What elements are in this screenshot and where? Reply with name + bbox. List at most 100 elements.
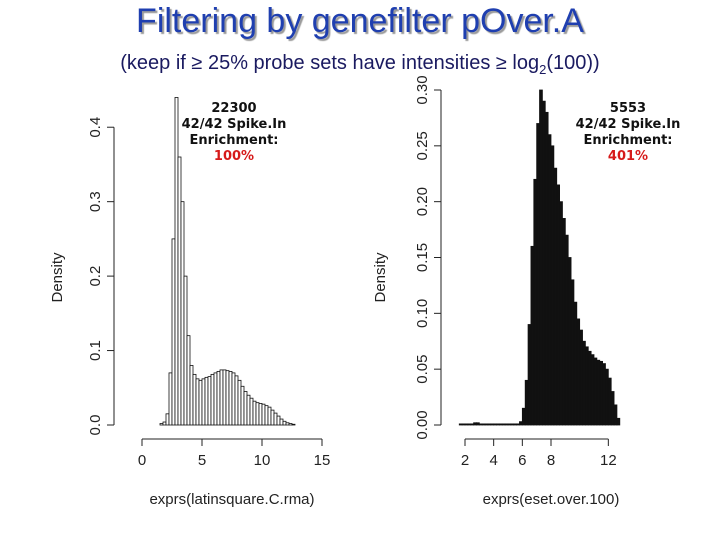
chart2-annotation-spikein: 42/42 Spike.In xyxy=(576,117,681,132)
chart1-bar-24 xyxy=(231,372,236,426)
chart1-bar-31 xyxy=(252,400,257,426)
chart1-bar-32 xyxy=(255,402,260,426)
chart1-bar-41 xyxy=(282,420,287,426)
chart2-bar-15 xyxy=(501,423,506,426)
chart2-bar-41 xyxy=(576,318,581,426)
chart1-bar-34 xyxy=(261,403,266,426)
chart2-bar-19 xyxy=(513,423,518,426)
chart1-bar-4 xyxy=(171,238,176,426)
chart1-bar-6 xyxy=(177,156,182,426)
chart1-bar-18 xyxy=(213,372,218,426)
chart1-bar-17 xyxy=(210,373,215,426)
chart1-y-tick-label-0: 0.0 xyxy=(87,415,104,436)
chart2-bar-14 xyxy=(498,423,503,426)
chart1-bar-10 xyxy=(189,365,194,426)
chart2-bar-33 xyxy=(553,167,558,426)
chart2-bar-2 xyxy=(464,423,469,426)
chart1-bar-42 xyxy=(285,422,290,426)
chart2-y-tick-label-6: 0.30 xyxy=(414,75,431,104)
chart2-bar-42 xyxy=(579,329,583,426)
chart1-y-tick-label-2: 0.2 xyxy=(87,266,104,287)
chart1-annotation-enrichment-label: Enrichment: xyxy=(190,133,279,148)
chart2-bar-20 xyxy=(516,423,520,426)
chart1-y-tick-label-1: 0.1 xyxy=(87,340,104,361)
chart1-bar-35 xyxy=(264,405,269,426)
chart1-bar-38 xyxy=(273,412,278,426)
chart2-bar-35 xyxy=(559,201,563,426)
chart1-bar-26 xyxy=(237,379,242,426)
subtitle-subscript: 2 xyxy=(539,62,547,77)
chart2-bar-27 xyxy=(536,123,540,426)
chart2-annotation-count: 5553 xyxy=(610,101,646,116)
chart1-annotation-spikein: 42/42 Spike.In xyxy=(182,117,287,132)
chart1-bar-0 xyxy=(159,423,164,426)
chart2-bar-4 xyxy=(470,423,475,426)
chart2-bar-39 xyxy=(570,279,575,426)
chart2-bar-40 xyxy=(573,301,578,426)
chart1-bar-21 xyxy=(222,369,227,426)
chart1-x-tick-label-2: 10 xyxy=(254,452,271,469)
chart2-y-axis-label: Density xyxy=(372,252,389,303)
chart2-bar-44 xyxy=(585,346,589,426)
chart2-bar-43 xyxy=(582,340,586,426)
chart2-bar-51 xyxy=(605,368,609,426)
chart2-bar-10 xyxy=(487,423,492,426)
chart1-bar-27 xyxy=(240,385,245,426)
chart2-x-tick-label-1: 4 xyxy=(489,452,497,469)
chart1-bar-9 xyxy=(186,335,191,426)
chart2-x-tick-label-3: 8 xyxy=(547,452,555,469)
chart2-bar-8 xyxy=(481,423,486,426)
chart2-bar-37 xyxy=(564,234,569,426)
chart2-bar-3 xyxy=(467,423,472,426)
chart2-bar-18 xyxy=(510,423,515,426)
chart1-bar-40 xyxy=(279,418,284,426)
chart2-y-tick-label-2: 0.10 xyxy=(414,299,431,328)
chart1-bar-39 xyxy=(276,415,281,426)
chart1-x-tick-label-3: 15 xyxy=(314,452,331,469)
chart1-bar-19 xyxy=(216,370,221,426)
chart1-y-axis-label: Density xyxy=(49,252,66,303)
chart1-y-tick-label-4: 0.4 xyxy=(87,117,104,138)
slide-title: Filtering by genefilter pOver.A xyxy=(136,2,584,40)
chart2-bar-52 xyxy=(607,377,612,426)
chart2-bar-34 xyxy=(556,184,561,426)
chart2-bar-38 xyxy=(567,257,572,426)
chart1-bar-43 xyxy=(288,423,293,426)
chart2-bar-13 xyxy=(496,423,500,426)
chart1-bar-14 xyxy=(201,378,206,426)
chart2-bar-26 xyxy=(533,178,538,426)
chart2-bar-36 xyxy=(562,218,566,426)
chart1-bar-16 xyxy=(207,376,212,426)
chart2-bar-22 xyxy=(521,407,526,426)
chart2-bar-50 xyxy=(602,363,606,426)
chart2-bar-53 xyxy=(610,391,615,426)
chart2-bar-11 xyxy=(490,423,495,426)
chart2-bar-16 xyxy=(504,423,509,426)
chart1-bar-12 xyxy=(195,378,200,426)
chart2-y-tick-label-5: 0.25 xyxy=(414,131,431,160)
chart2-bar-55 xyxy=(616,417,621,426)
chart1-bar-5 xyxy=(174,97,179,426)
chart1-bar-11 xyxy=(192,373,197,426)
chart2-x-axis-label: exprs(eset.over.100) xyxy=(483,491,620,508)
chart2-bar-30 xyxy=(544,111,549,426)
subtitle-end: (100)) xyxy=(546,52,600,74)
chart1-x-axis-label: exprs(latinsquare.C.rma) xyxy=(149,491,314,508)
chart1-bar-22 xyxy=(225,370,230,426)
chart1-bar-29 xyxy=(246,394,251,426)
chart2-x-tick-label-4: 12 xyxy=(600,452,617,469)
chart2-bar-9 xyxy=(484,423,489,426)
chart2-bar-45 xyxy=(587,350,592,426)
chart1-bar-33 xyxy=(258,403,263,426)
chart1-bar-36 xyxy=(267,406,272,426)
chart2-bar-46 xyxy=(590,354,595,426)
chart1-annotation-count: 22300 xyxy=(211,101,256,116)
chart1-bar-1 xyxy=(162,421,167,426)
chart1-bar-30 xyxy=(249,397,254,426)
chart1-bar-13 xyxy=(198,379,203,426)
subtitle-text: (keep if ≥ 25% probe sets have intensiti… xyxy=(120,52,540,74)
chart2-y-tick-label-4: 0.20 xyxy=(414,187,431,216)
chart2-bar-29 xyxy=(542,100,546,426)
chart1-x-tick-label-1: 5 xyxy=(198,452,206,469)
chart1-bar-3 xyxy=(168,372,173,426)
